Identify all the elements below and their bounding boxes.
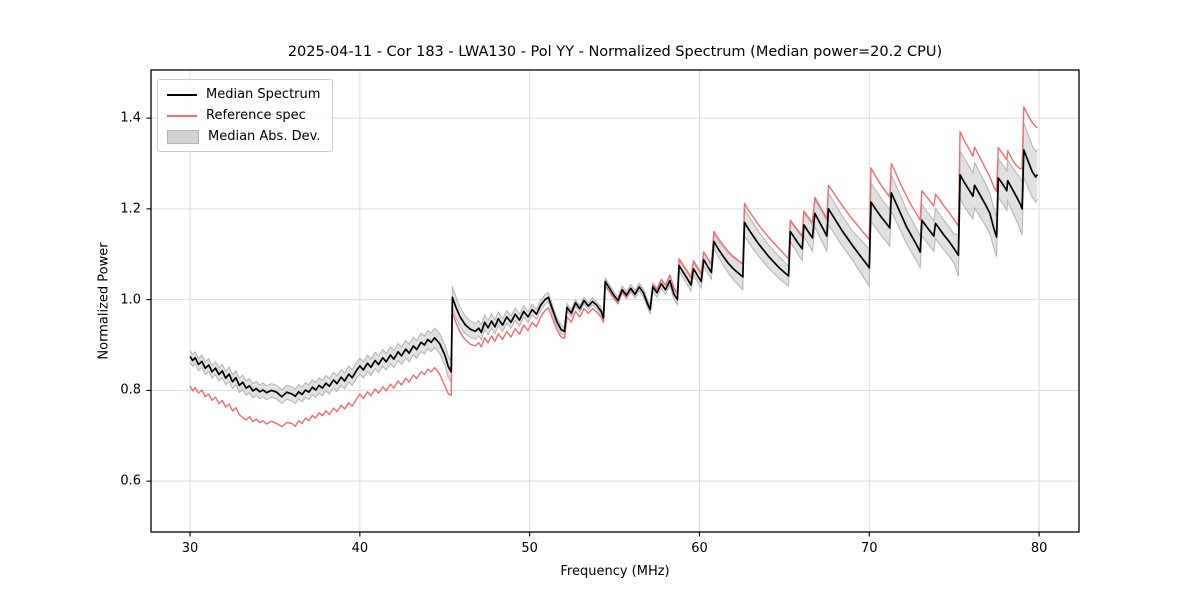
y-tick-label: 1.0 [120, 292, 141, 308]
legend-label: Median Spectrum [206, 87, 321, 102]
median-spectrum-line [189, 149, 1039, 398]
reference-line-swatch [167, 114, 197, 117]
x-axis-label: Frequency (MHz) [560, 564, 670, 579]
legend: Median Spectrum Reference spec Median Ab… [157, 79, 334, 152]
x-tick-label: 40 [351, 541, 369, 556]
legend-label: Reference spec [206, 108, 306, 123]
reference-spec-line [189, 106, 1038, 428]
legend-item-reference-spec: Reference spec [167, 108, 320, 123]
y-tick-label: 1.4 [120, 110, 141, 126]
mad-band-upper-edge [189, 122, 1038, 391]
mad-band-swatch [167, 129, 199, 144]
x-tick-label: 70 [861, 541, 878, 556]
median-line-swatch [167, 93, 197, 96]
y-tick-label: 1.2 [120, 201, 141, 217]
mad-band-lower-edge [189, 176, 1038, 405]
x-tick-label: 60 [691, 541, 708, 556]
y-tick-label: 0.6 [120, 473, 141, 489]
axes-frame [150, 69, 1080, 533]
x-tick-label: 30 [181, 541, 199, 556]
x-tick-label: 50 [521, 541, 538, 556]
y-tick-label: 0.8 [120, 382, 141, 398]
chart-title: 2025-04-11 - Cor 183 - LWA130 - Pol YY -… [287, 44, 943, 60]
x-tick-label: 80 [1030, 541, 1048, 556]
mad-band [190, 122, 1038, 404]
legend-label: Median Abs. Dev. [208, 129, 321, 144]
legend-item-median-abs-dev: Median Abs. Dev. [167, 129, 320, 144]
legend-item-median-spectrum: Median Spectrum [167, 87, 320, 102]
